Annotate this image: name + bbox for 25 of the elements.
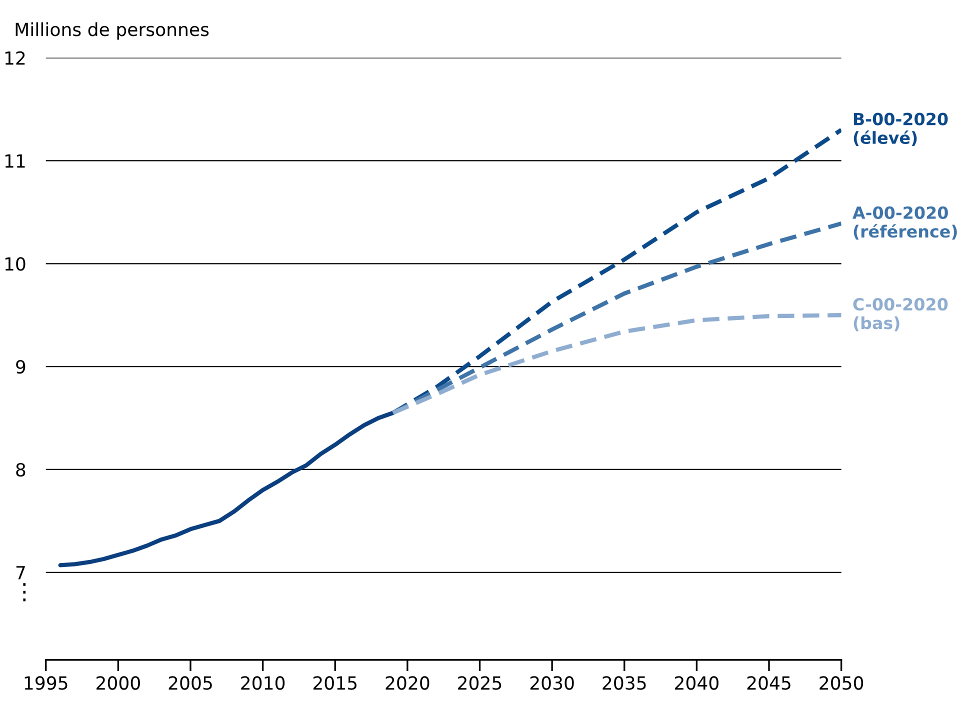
x-tick-label: 2035 [602,676,646,690]
x-tick-label: 2000 [96,676,140,690]
series-label: B-00-2020 (élevé) [854,112,948,146]
series-label: A-00-2020 (référence) [852,206,957,240]
x-tick-label: 2045 [747,676,790,690]
x-tick-label: 2030 [530,676,574,690]
y-tick-label: 12 [5,51,25,65]
x-tick-label: 2040 [675,676,718,690]
y-tick-label: 7 [16,566,25,580]
x-tick-label: 1995 [24,676,68,690]
x-tick-label: 2050 [820,676,864,690]
y-tick-label: 11 [5,154,25,168]
series-label: C-00-2020 (bas) [853,298,948,332]
x-tick-label: 2025 [458,676,502,690]
text: ⋮ [23,583,26,602]
y-tick-label: 8 [16,462,26,477]
y-tick-label: 10 [5,257,26,271]
x-tick-label: 2015 [313,676,357,690]
x-tick-label: 2005 [168,676,212,690]
x-tick-label: 2020 [386,676,430,690]
y-axis-title: Millions de personnes [16,22,209,40]
line-series [58,410,396,568]
y-tick-label: 9 [16,360,26,374]
x-tick-label: 2010 [241,676,285,690]
line-series [390,313,842,415]
